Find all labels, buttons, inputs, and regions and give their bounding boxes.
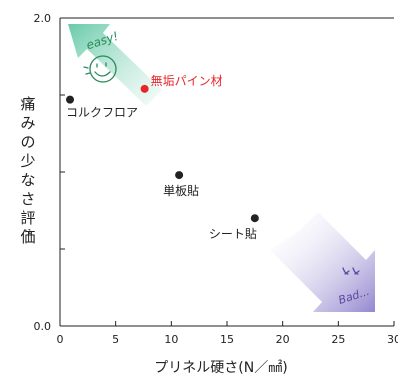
x-tick-label: 15 — [220, 333, 234, 346]
x-tick-label: 10 — [164, 333, 178, 346]
data-point-label: シート貼 — [209, 226, 257, 241]
x-tick-label: 25 — [331, 333, 345, 346]
data-point-label: コルクフロア — [66, 106, 138, 120]
data-point — [175, 171, 184, 180]
x-axis-label: プリネル硬さ(N／㎟) — [154, 360, 287, 376]
x-tick-label: 30 — [387, 333, 398, 346]
data-point — [140, 84, 149, 93]
y-tick-label-top: 2.0 — [34, 12, 52, 25]
bad-arrow — [270, 212, 375, 312]
bad-face-icon — [342, 267, 360, 275]
smiley-icon — [83, 55, 117, 83]
x-tick-label: 20 — [276, 333, 290, 346]
x-tick-label: 5 — [112, 333, 119, 346]
data-point-label: 単板貼 — [163, 183, 199, 198]
y-axis-label-note: *1 — [24, 228, 32, 236]
data-point — [66, 95, 75, 104]
data-point — [250, 214, 259, 223]
y-axis-label: 痛みの少なさ評価 — [20, 95, 36, 246]
data-point-label: 無垢パイン材 — [151, 73, 223, 88]
y-tick-label-bottom: 0.0 — [34, 320, 52, 333]
x-axis-ticks: 0 5 10 15 20 25 30 — [57, 321, 398, 346]
y-minor-ticks — [60, 94, 65, 250]
x-tick-label: 0 — [57, 333, 64, 346]
